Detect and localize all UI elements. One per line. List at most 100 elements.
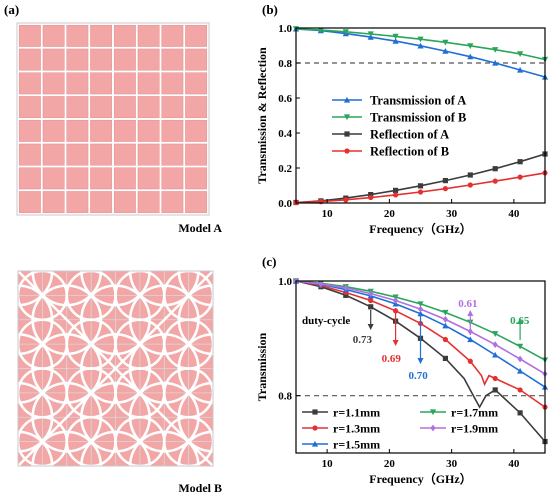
- model-a-cell: [161, 167, 184, 190]
- model-b-circle: [80, 430, 151, 466]
- model-a-cell: [42, 24, 65, 47]
- plot-frame: [295, 280, 546, 454]
- annotation-label: 0.70: [409, 370, 429, 382]
- data-point: [517, 387, 523, 393]
- model-a-caption: Model A: [178, 221, 222, 235]
- data-point: [392, 38, 399, 44]
- model-a-cell: [90, 48, 113, 71]
- data-point: [517, 51, 524, 57]
- legend: r=1.1mm r=1.7mm r=1.3mm r=1.9mm r=1.5mm: [302, 406, 498, 452]
- model-b-circle: [128, 284, 200, 356]
- model-a-cell: [18, 143, 41, 166]
- data-point: [442, 178, 448, 184]
- data-point: [343, 114, 351, 121]
- y-tick-label: 1.0: [278, 23, 292, 35]
- model-a-cell: [66, 119, 89, 142]
- model-b-circle: [177, 381, 213, 453]
- model-a-cell: [185, 143, 208, 166]
- data-point: [467, 336, 474, 343]
- model-a-cell: [185, 48, 208, 71]
- series-line: [295, 153, 546, 204]
- model-a-cell: [185, 167, 208, 190]
- model-b-circle: [177, 333, 213, 404]
- model-a-cell: [42, 72, 65, 95]
- panel-label-c: (c): [262, 254, 276, 269]
- model-a-unit-cell-grid: [16, 22, 210, 216]
- y-tick-label: 0.6: [278, 93, 292, 105]
- annotation-arrowhead: [367, 324, 374, 330]
- y-tick-label: 0.0: [278, 198, 292, 210]
- plot-frame: [295, 27, 546, 204]
- model-a-cell: [66, 72, 89, 95]
- data-point: [312, 409, 318, 415]
- x-tick-label: 30: [446, 458, 458, 470]
- data-point: [517, 355, 523, 363]
- model-a-cell: [137, 167, 160, 190]
- x-axis-label: Frequency（GHz）: [369, 221, 471, 236]
- model-b-circle: [31, 381, 103, 453]
- model-a-cell: [18, 96, 41, 119]
- y-axis-label: Transmission & Reflection: [255, 47, 269, 184]
- data-point: [417, 305, 424, 313]
- data-point: [318, 280, 324, 288]
- model-b-circle: [31, 284, 103, 356]
- data-point: [442, 48, 449, 54]
- model-a-cell: [66, 24, 89, 47]
- model-b-frame: [17, 270, 214, 467]
- x-axis-label: Frequency（GHz）: [369, 471, 471, 486]
- model-a-cell: [90, 119, 113, 142]
- y-axis-label: Transmission: [255, 332, 269, 401]
- model-b-circle: [80, 333, 151, 404]
- data-point: [492, 331, 499, 337]
- model-b-circle: [18, 333, 54, 404]
- model-b-circle: [31, 271, 103, 307]
- model-b-circle: [80, 271, 151, 307]
- model-b-circle: [31, 430, 103, 466]
- annotation-arrowhead: [392, 340, 399, 346]
- data-point: [417, 183, 424, 189]
- x-tick-label: 40: [508, 458, 520, 470]
- data-point: [517, 367, 524, 374]
- annotation-arrowhead: [517, 318, 524, 324]
- annotation-label: 0.65: [510, 315, 530, 327]
- data-point: [368, 290, 374, 298]
- model-a-cell: [66, 167, 89, 190]
- annotation-label: 0.69: [382, 353, 402, 365]
- data-point: [517, 66, 524, 73]
- data-point: [517, 410, 523, 416]
- data-point: [492, 59, 499, 66]
- annotation-label: 0.61: [458, 298, 477, 310]
- model-a-cell: [113, 167, 136, 190]
- data-point: [442, 316, 448, 323]
- model-a-cell: [42, 48, 65, 71]
- model-a-cell: [18, 167, 41, 190]
- data-point: [392, 33, 399, 40]
- model-a-cell: [42, 119, 65, 142]
- data-point: [393, 187, 399, 193]
- data-point: [467, 358, 473, 364]
- legend-label: Transmission of B: [370, 111, 466, 125]
- model-a-cell: [185, 191, 208, 214]
- data-point: [442, 186, 448, 192]
- data-point: [442, 355, 448, 361]
- model-b-circle: [128, 381, 200, 453]
- model-a-cell: [113, 72, 136, 95]
- model-b-circle: [18, 381, 54, 453]
- model-a-cell: [90, 167, 113, 190]
- y-tick-label: 0.8: [278, 58, 292, 70]
- data-point: [517, 343, 524, 350]
- data-point: [417, 189, 424, 195]
- model-a-cell: [90, 96, 113, 119]
- x-tick-label: 40: [508, 208, 520, 220]
- data-point: [417, 36, 424, 43]
- model-b-caption: Model B: [178, 481, 222, 495]
- model-b-circle: [128, 430, 200, 466]
- y-tick-label: 1.0: [278, 276, 292, 288]
- model-a-cell: [90, 24, 113, 47]
- data-point: [492, 166, 498, 172]
- model-a-cell: [66, 48, 89, 71]
- model-a-cell: [161, 143, 184, 166]
- model-a-cell: [42, 167, 65, 190]
- model-a-cell: [185, 119, 208, 142]
